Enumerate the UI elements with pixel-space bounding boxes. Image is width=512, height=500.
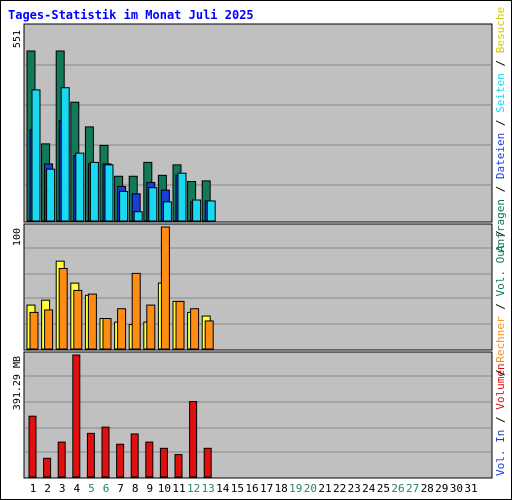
x-tick-label: 13 (202, 482, 215, 495)
x-tick-label: 9 (146, 482, 153, 495)
legend-entry: / (494, 179, 507, 199)
x-tick-label: 1 (30, 482, 37, 495)
bar-volumen (159, 447, 168, 478)
x-tick-label: 14 (216, 482, 230, 495)
legend-entry: / (494, 230, 507, 243)
x-tick-label: 15 (231, 482, 244, 495)
bar-seiten (206, 200, 216, 222)
chart-title: Tages-Statistik im Monat Juli 2025 (8, 8, 254, 22)
x-tick-label: 3 (59, 482, 66, 495)
bar-volumen (43, 457, 52, 478)
bar-seiten (177, 172, 187, 222)
x-tick-label: 28 (421, 482, 434, 495)
bar-seiten (162, 201, 172, 222)
legend-volume: Vol. In / Volumen (494, 363, 507, 476)
bar-seiten (192, 199, 202, 222)
bar-rechner (131, 272, 141, 350)
bar-rechner (175, 300, 185, 350)
x-tick-label: 18 (275, 482, 288, 495)
legend-middle: / Rechner / Vol. Out / (494, 230, 507, 376)
x-tick-label: 11 (172, 482, 185, 495)
bar-seiten (60, 87, 70, 222)
x-tick-label: 22 (333, 482, 346, 495)
x-tick-label: 17 (260, 482, 273, 495)
legend-entry: / (494, 363, 507, 376)
x-tick-label: 16 (245, 482, 258, 495)
legend-entry: Seiten (494, 73, 507, 113)
legend-entry: Dateien (494, 133, 507, 179)
y-max-label: 391.29 MB (12, 356, 23, 410)
bar-seiten (133, 211, 143, 222)
x-tick-label: 27 (406, 482, 419, 495)
bar-seiten (31, 89, 41, 222)
bar-rechner (58, 267, 68, 350)
bar-volumen (86, 432, 95, 478)
x-tick-label: 12 (187, 482, 200, 495)
bar-volumen (130, 433, 139, 478)
bar-rechner (160, 226, 170, 350)
legend-entry: / (494, 297, 507, 317)
bar-rechner (190, 308, 200, 350)
x-tick-label: 26 (391, 482, 404, 495)
legend-entry: Volumen (494, 363, 507, 409)
bar-volumen (189, 401, 198, 478)
bar-seiten (75, 152, 85, 222)
x-tick-label: 25 (377, 482, 390, 495)
x-tick-label: 7 (117, 482, 124, 495)
bar-rechner (102, 318, 112, 350)
bar-rechner (73, 289, 83, 350)
x-tick-label: 24 (362, 482, 376, 495)
bar-seiten (104, 164, 114, 222)
x-tick-label: 19 (289, 482, 302, 495)
bar-seiten (119, 190, 129, 222)
x-tick-label: 29 (435, 482, 448, 495)
x-tick-label: 31 (464, 482, 477, 495)
legend-requests: Anfragen / Dateien / Seiten / Besuche (494, 7, 507, 252)
legend-entry: Vol. In (494, 430, 507, 476)
bar-rechner (146, 304, 156, 350)
x-tick-label: 6 (103, 482, 110, 495)
x-tick-label: 30 (450, 482, 463, 495)
x-tick-label: 23 (348, 482, 361, 495)
legend-entry: Vol. Out (494, 244, 507, 297)
legend-entry: Rechner (494, 316, 507, 363)
legend-entry: / (494, 53, 507, 73)
x-tick-label: 10 (158, 482, 171, 495)
bar-volumen (28, 415, 37, 478)
y-max-label: 100 (12, 228, 23, 246)
x-tick-label: 20 (304, 482, 317, 495)
bar-seiten (89, 161, 99, 222)
x-tick-label: 8 (132, 482, 139, 495)
bar-volumen (174, 454, 183, 478)
x-tick-label: 21 (318, 482, 331, 495)
bar-volumen (203, 447, 212, 478)
bar-rechner (87, 293, 97, 350)
bar-volumen (72, 354, 81, 478)
bar-volumen (57, 441, 66, 478)
legend-entry: / (494, 113, 507, 133)
bar-rechner (29, 311, 39, 350)
legend-entry: Anfragen (494, 199, 507, 252)
bar-seiten (148, 187, 158, 222)
legend-entry: / (494, 410, 507, 430)
bar-volumen (101, 426, 110, 478)
bar-rechner (204, 320, 214, 350)
x-tick-label: 2 (44, 482, 51, 495)
x-tick-label: 4 (73, 482, 80, 495)
bar-rechner (44, 309, 54, 350)
x-tick-label: 5 (88, 482, 95, 495)
bar-seiten (46, 168, 56, 222)
y-max-label: 551 (12, 30, 23, 48)
bar-rechner (117, 308, 127, 350)
bar-volumen (116, 443, 125, 478)
legend-entry: Besuche (494, 7, 507, 53)
bar-volumen (145, 441, 154, 478)
